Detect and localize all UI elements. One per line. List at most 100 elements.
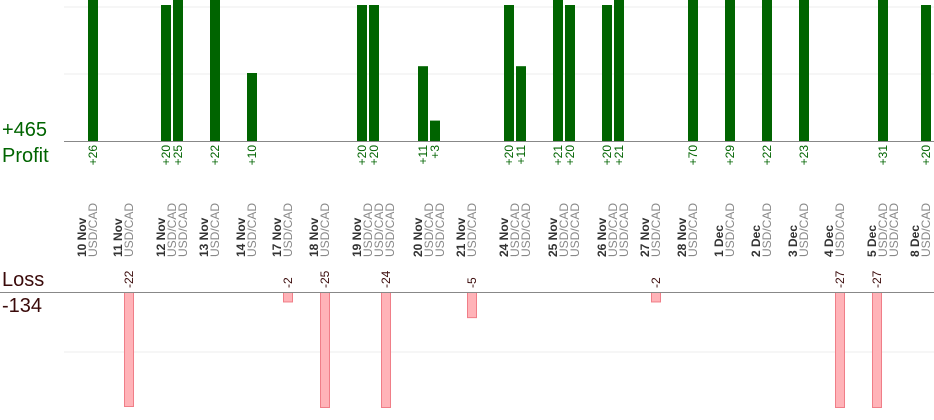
date-label: 28 Nov: [675, 217, 689, 257]
pair-label: USD/CAD: [919, 203, 933, 257]
profit-bar: [878, 0, 888, 141]
pair-label: USD/CAD: [508, 203, 522, 257]
date-label: 19 Nov: [350, 217, 364, 257]
profit-value-label: +70: [686, 145, 700, 166]
date-label: 4 Dec: [822, 225, 836, 257]
date-label: 13 Nov: [197, 217, 211, 257]
profit-bar: [369, 5, 379, 141]
loss-value-label: -5: [465, 277, 479, 288]
pair-label: USD/CAD: [176, 203, 190, 257]
date-label: 8 Dec: [908, 225, 922, 257]
profit-value-label: +11: [416, 145, 430, 165]
loss-bar: [320, 292, 330, 408]
loss-value-label: -22: [122, 270, 136, 288]
date-label: 24 Nov: [497, 217, 511, 257]
pair-label: USD/CAD: [876, 203, 890, 257]
pair-label: USD/CAD: [686, 203, 700, 257]
pair-label: USD/CAD: [557, 203, 571, 257]
loss-value-label: -2: [649, 277, 663, 288]
pair-label: USD/CAD: [519, 203, 533, 257]
profit-bar: [210, 0, 220, 141]
profit-value-label: +31: [876, 145, 890, 166]
profit-bar: [688, 0, 698, 141]
profit-bar: [504, 5, 514, 141]
profit-bar: [553, 0, 563, 141]
pair-label: USD/CAD: [833, 203, 847, 257]
profit-value-label: +20: [502, 145, 516, 166]
pair-label: USD/CAD: [165, 203, 179, 257]
loss-bar: [124, 292, 134, 407]
pair-label: USD/CAD: [649, 203, 663, 257]
profit-bar: [614, 0, 624, 141]
pair-label: USD/CAD: [361, 203, 375, 257]
profit-value-label: +25: [171, 145, 185, 166]
loss-bar: [283, 292, 293, 303]
pair-label: USD/CAD: [318, 203, 332, 257]
loss-bar: [835, 292, 845, 408]
date-label: 21 Nov: [454, 217, 468, 257]
profit-value-label: +20: [919, 145, 933, 166]
profit-total: +465: [2, 119, 48, 141]
date-label: 17 Nov: [270, 217, 284, 257]
date-label: 12 Nov: [154, 217, 168, 257]
pair-label: USD/CAD: [281, 203, 295, 257]
profit-bar: [762, 0, 772, 141]
profit-value-label: +29: [723, 145, 737, 166]
profit-value-label: +21: [612, 145, 626, 166]
profit-value-label: +11: [514, 145, 528, 165]
profit-value-label: +20: [600, 145, 614, 166]
pair-label: USD/CAD: [465, 203, 479, 257]
pair-label: USD/CAD: [760, 203, 774, 257]
profit-value-label: +3: [428, 145, 442, 159]
pair-label: USD/CAD: [723, 203, 737, 257]
pair-label: USD/CAD: [122, 203, 136, 257]
date-label: 18 Nov: [307, 217, 321, 257]
loss-value-label: -24: [379, 270, 393, 288]
loss-value-label: -25: [318, 270, 332, 288]
date-label: 3 Dec: [786, 225, 800, 257]
date-label: 26 Nov: [595, 217, 609, 257]
profit-bar: [88, 0, 98, 141]
profit-bar: [516, 66, 526, 141]
profit-bar: [602, 5, 612, 141]
date-label: 11 Nov: [111, 218, 125, 257]
date-label: 20 Nov: [411, 217, 425, 257]
date-label: 10 Nov: [75, 217, 89, 257]
profit-bar: [565, 5, 575, 141]
profit-bar: [799, 0, 809, 141]
profit-value-label: +20: [159, 145, 173, 166]
loss-label: Loss: [2, 269, 45, 291]
loss-value-label: -2: [281, 277, 295, 288]
profit-bar: [357, 5, 367, 141]
pair-label: USD/CAD: [797, 203, 811, 257]
date-label: 14 Nov: [234, 217, 248, 257]
profit-bar: [173, 0, 183, 141]
date-label: 5 Dec: [865, 225, 879, 257]
loss-value-label: -27: [833, 270, 847, 288]
profit-value-label: +20: [563, 145, 577, 166]
pair-label: USD/CAD: [568, 203, 582, 257]
date-label: 1 Dec: [712, 225, 726, 257]
loss-bar: [651, 292, 661, 303]
profit-bar: [418, 66, 428, 141]
date-label: 25 Nov: [546, 217, 560, 257]
profit-bar: [921, 5, 931, 141]
pair-label: USD/CAD: [606, 203, 620, 257]
date-label: 27 Nov: [638, 217, 652, 257]
profit-bar: [725, 0, 735, 141]
pair-label: USD/CAD: [245, 203, 259, 257]
loss-value-label: -27: [870, 270, 884, 288]
profit-value-label: +22: [760, 145, 774, 166]
profit-value-label: +23: [797, 145, 811, 166]
pair-label: USD/CAD: [86, 203, 100, 257]
profit-value-label: +20: [367, 145, 381, 166]
pair-label: USD/CAD: [383, 203, 397, 257]
date-label: 2 Dec: [749, 225, 763, 257]
pair-label: USD/CAD: [433, 203, 447, 257]
profit-value-label: +10: [245, 145, 259, 166]
loss-bar: [381, 292, 391, 408]
profit-label: Profit: [2, 145, 49, 167]
loss-total: -134: [2, 295, 43, 317]
